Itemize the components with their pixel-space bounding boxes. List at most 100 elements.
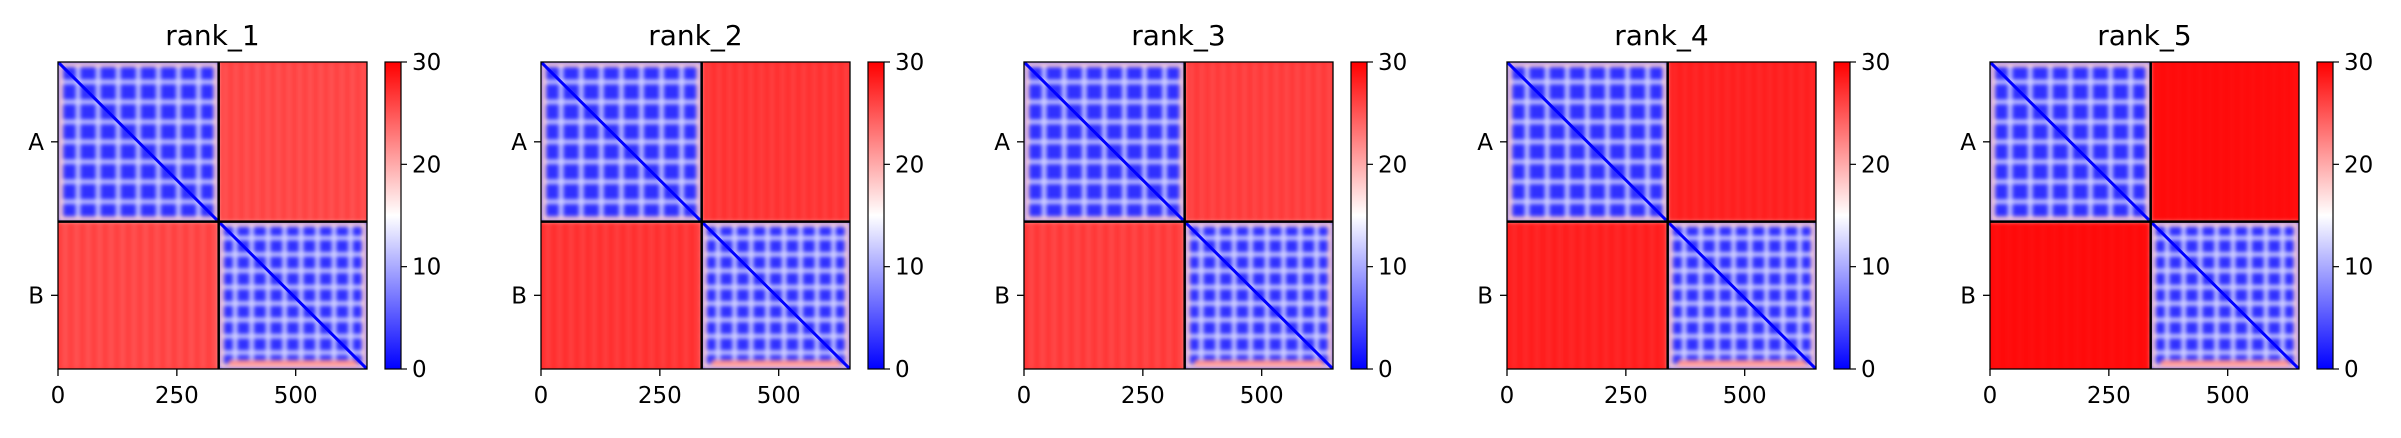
y-tick-label: A — [994, 130, 1010, 156]
colorbar-tick-label: 20 — [1378, 152, 1407, 178]
block-A-B — [218, 62, 367, 222]
block-A-A — [58, 62, 220, 223]
y-tick-label: B — [994, 283, 1010, 309]
block-A-B — [701, 62, 850, 222]
diagonal — [541, 62, 703, 223]
colorbar-gradient — [1833, 61, 1851, 370]
colorbar-tick-label: 30 — [895, 50, 924, 76]
x-tick-label: 500 — [1723, 383, 1767, 409]
interchain-texture — [1995, 62, 2297, 369]
colorbar-tick-label: 10 — [1861, 255, 1890, 281]
y-tick-label: A — [28, 130, 44, 156]
x-tick-label: 0 — [534, 383, 549, 409]
panel-title: rank_3 — [1131, 19, 1225, 52]
panel-title: rank_4 — [1614, 19, 1708, 52]
block-B-B — [2149, 220, 2299, 369]
colorbar-tick-label: 0 — [1378, 357, 1393, 383]
x-tick-label: 500 — [757, 383, 801, 409]
axes-frame — [540, 61, 851, 370]
colorbar-tick-label: 10 — [895, 255, 924, 281]
block-A-B — [1667, 62, 1816, 222]
pae-heatmap — [541, 62, 850, 369]
x-tick-label: 0 — [1983, 383, 1998, 409]
block-A-A — [541, 62, 703, 223]
pae-heatmap — [1507, 62, 1816, 369]
x-tick-label: 500 — [1240, 383, 1284, 409]
colorbar-tick-label: 0 — [2344, 357, 2359, 383]
diagonal — [1507, 62, 1669, 223]
colorbar-gradient — [384, 61, 402, 370]
y-tick-label: B — [1477, 283, 1493, 309]
block-B-A — [541, 221, 702, 369]
panel-title: rank_1 — [165, 19, 259, 52]
block-B-A — [58, 221, 219, 369]
block-A-B — [2150, 62, 2299, 222]
diagonal — [700, 220, 850, 369]
diagonal — [1990, 62, 2152, 223]
colorbar: 0 10 20 30 — [1833, 50, 1890, 383]
block-B-B — [1666, 220, 1816, 369]
colorbar-tick-label: 10 — [1378, 255, 1407, 281]
x-tick-label: 0 — [1017, 383, 1032, 409]
colorbar: 0 10 20 30 — [384, 50, 441, 383]
block-B-B — [217, 220, 367, 369]
interchain-texture — [63, 62, 365, 369]
x-tick-label: 0 — [51, 383, 66, 409]
colorbar-tick-label: 30 — [2344, 50, 2373, 76]
colorbar-tick-label: 0 — [1861, 357, 1876, 383]
x-tick-label: 250 — [2087, 383, 2131, 409]
block-A-A — [1990, 62, 2152, 223]
block-B-A — [1990, 221, 2151, 369]
block-B-B — [700, 220, 850, 369]
x-tick-label: 500 — [274, 383, 318, 409]
y-tick-label: A — [511, 130, 527, 156]
colorbar: 0 10 20 30 — [1350, 50, 1407, 383]
y-tick-label: A — [1477, 130, 1493, 156]
pae-heatmap — [1024, 62, 1333, 369]
panel-title: rank_5 — [2097, 19, 2191, 52]
axes-frame — [57, 61, 368, 370]
y-tick-label: B — [28, 283, 44, 309]
colorbar-tick-label: 20 — [1861, 152, 1890, 178]
colorbar-tick-label: 10 — [412, 255, 441, 281]
y-tick-label: A — [1960, 130, 1976, 156]
x-tick-label: 250 — [638, 383, 682, 409]
pae-heatmap — [1990, 62, 2299, 369]
x-tick-label: 0 — [1500, 383, 1515, 409]
colorbar-tick-label: 0 — [412, 357, 427, 383]
x-tick-label: 250 — [1604, 383, 1648, 409]
diagonal — [1024, 62, 1186, 223]
colorbar-gradient — [2316, 61, 2334, 370]
panel-rank_4: rank_4 0 250 500 A B 0 10 20 30 — [1477, 19, 1890, 409]
colorbar-gradient — [1350, 61, 1368, 370]
diagonal — [2149, 220, 2299, 369]
colorbar-tick-label: 20 — [412, 152, 441, 178]
diagonal — [1183, 220, 1333, 369]
axes-frame — [1989, 61, 2300, 370]
colorbar-tick-label: 30 — [412, 50, 441, 76]
colorbar-tick-label: 30 — [1861, 50, 1890, 76]
x-tick-label: 250 — [155, 383, 199, 409]
diagonal — [1666, 220, 1816, 369]
pae-heatmap — [58, 62, 367, 369]
panel-rank_3: rank_3 0 250 500 A B 0 10 20 30 — [994, 19, 1407, 409]
block-B-B — [1183, 220, 1333, 369]
axes-frame — [1506, 61, 1817, 370]
block-B-A — [1507, 221, 1668, 369]
panel-rank_1: rank_1 0 250 500 A B 0 10 20 30 — [28, 19, 441, 409]
colorbar: 0 10 20 30 — [867, 50, 924, 383]
diagonal — [58, 62, 220, 223]
y-tick-label: B — [511, 283, 527, 309]
colorbar-tick-label: 10 — [2344, 255, 2373, 281]
panel-rank_2: rank_2 0 250 500 A B 0 10 20 30 — [511, 19, 924, 409]
colorbar-tick-label: 20 — [2344, 152, 2373, 178]
colorbar-tick-label: 0 — [895, 357, 910, 383]
colorbar-tick-label: 30 — [1378, 50, 1407, 76]
panel-title: rank_2 — [648, 19, 742, 52]
interchain-texture — [1512, 62, 1814, 369]
block-A-A — [1507, 62, 1669, 223]
colorbar-tick-label: 20 — [895, 152, 924, 178]
y-tick-label: B — [1960, 283, 1976, 309]
x-tick-label: 250 — [1121, 383, 1165, 409]
